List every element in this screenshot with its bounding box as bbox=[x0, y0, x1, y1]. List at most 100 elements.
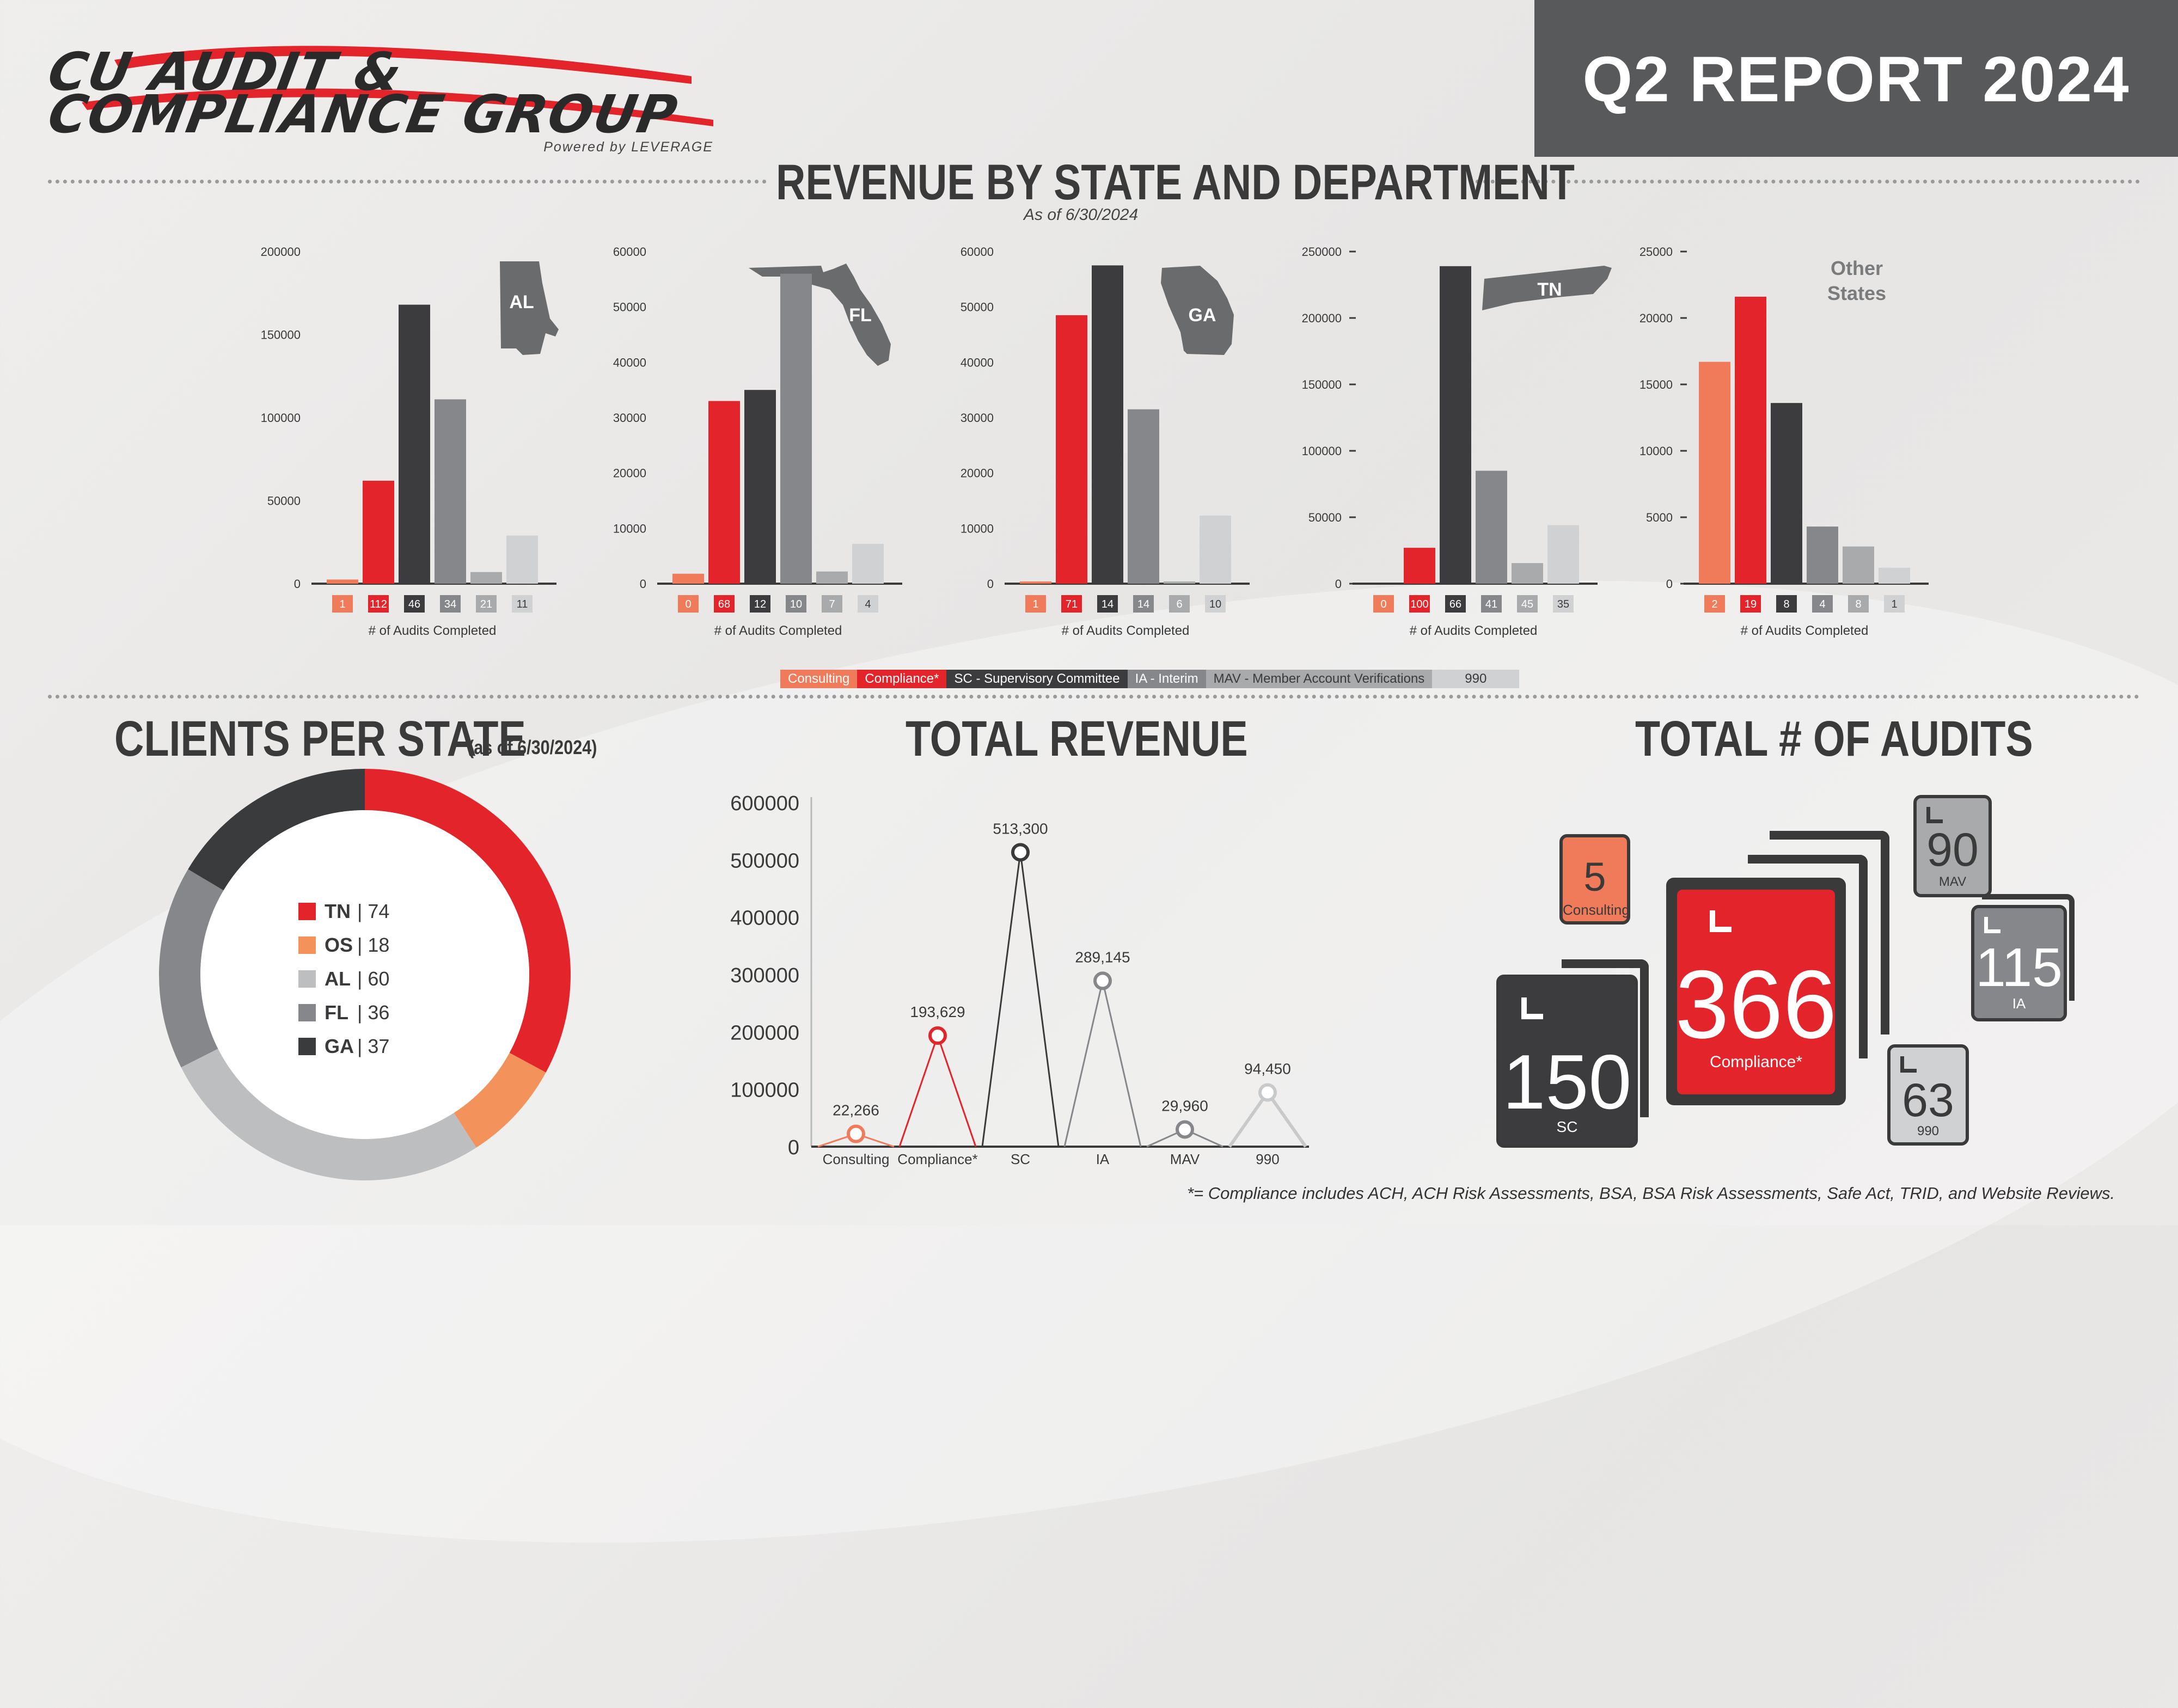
compliance-audits-value: 366 bbox=[1675, 950, 1837, 1058]
y-tick-label: 40000 bbox=[960, 356, 994, 369]
audit-count-box bbox=[1812, 595, 1833, 613]
audit-count-box bbox=[1169, 595, 1190, 613]
y-tick-label: 150000 bbox=[261, 328, 301, 342]
doc-corner-icon bbox=[1926, 807, 1943, 823]
bar-compliance bbox=[1056, 315, 1087, 584]
revenue-section-subtitle: As of 6/30/2024 bbox=[1024, 206, 1139, 224]
donut-slice-ga bbox=[188, 769, 365, 891]
total-revenue-title: TOTAL REVENUE bbox=[906, 711, 1248, 767]
legend-state-count: | 36 bbox=[357, 1001, 390, 1024]
state-map-shape bbox=[1482, 266, 1612, 310]
legend-item-ia: IA - Interim bbox=[1127, 670, 1206, 688]
donut-hole bbox=[200, 810, 529, 1139]
bar-compliance bbox=[1404, 548, 1435, 584]
audit-count-box bbox=[1776, 595, 1797, 613]
audit-count-box bbox=[476, 595, 497, 613]
audit-count-label: 4 bbox=[865, 598, 871, 610]
revenue-data-label: 193,629 bbox=[910, 1003, 965, 1020]
audit-count-label: 14 bbox=[1137, 598, 1149, 610]
legend-swatch bbox=[298, 970, 316, 988]
y-tick-label: 200000 bbox=[1302, 311, 1342, 325]
revenue-peak-sc bbox=[981, 852, 1060, 1147]
legend-item-sc: SC - Supervisory Committee bbox=[946, 670, 1128, 688]
bar-compliance bbox=[1735, 296, 1766, 584]
revenue-data-label: 22,266 bbox=[833, 1102, 879, 1119]
audit-count-label: 12 bbox=[754, 598, 766, 610]
y-tick-label: 30000 bbox=[960, 411, 994, 425]
sc-stack-line bbox=[1562, 959, 1649, 1117]
legend-state-name: TN bbox=[325, 900, 351, 922]
audit-count-box bbox=[1884, 595, 1905, 613]
x-tick-label: 990 bbox=[1256, 1151, 1279, 1167]
audit-count-box bbox=[858, 595, 878, 613]
revenue-peak-ia bbox=[1063, 981, 1142, 1147]
state-chart-2: FL 0 10000 20000 30000 40000 50000 60000 0 68 12 10… bbox=[613, 245, 902, 638]
audit-count-label: 10 bbox=[790, 598, 802, 610]
audit-count-box bbox=[1704, 595, 1725, 613]
audit-count-box bbox=[1553, 595, 1574, 613]
bar-consulting bbox=[672, 573, 704, 584]
state-map-label: FL bbox=[849, 305, 872, 326]
x-axis-label: # of Audits Completed bbox=[369, 623, 497, 638]
clients-section-subtitle: (as of 6/30/2024) bbox=[468, 736, 597, 758]
state-map-shape bbox=[1161, 266, 1234, 355]
compliance-audits-card: 366 Compliance* bbox=[1666, 878, 1846, 1105]
audit-count-box bbox=[1481, 595, 1502, 613]
state-map-label: TN bbox=[1537, 279, 1562, 300]
audit-count-label: 6 bbox=[1176, 598, 1182, 610]
logo-swoosh bbox=[82, 46, 713, 126]
audit-count-label: 46 bbox=[408, 598, 420, 610]
y-tick-label: 150000 bbox=[1302, 378, 1342, 391]
doc-corner-icon bbox=[1710, 910, 1732, 932]
y-tick-label: 50000 bbox=[1308, 511, 1342, 524]
bar-compliance bbox=[363, 480, 394, 584]
legend-item-mav: MAV - Member Account Verifications bbox=[1206, 670, 1433, 688]
audit-count-label: 8 bbox=[1855, 598, 1861, 610]
revenue-point-compliance bbox=[928, 1026, 947, 1045]
x-tick-label: MAV bbox=[1170, 1151, 1200, 1167]
sc-audits-card: 150 SC bbox=[1496, 975, 1638, 1148]
audit-count-box bbox=[1740, 595, 1761, 613]
total-audits-title: TOTAL # OF AUDITS bbox=[1635, 711, 2033, 767]
doc-corner-icon bbox=[1900, 1056, 1917, 1073]
clients-donut-chart bbox=[159, 769, 571, 1180]
y-tick-label: 20000 bbox=[1639, 311, 1673, 325]
mav-audits-card: 90 MAV bbox=[1913, 795, 1992, 897]
bar-compliance bbox=[708, 401, 740, 584]
revenue-point-mav bbox=[1176, 1120, 1194, 1139]
audit-count-box bbox=[678, 595, 699, 613]
compliance-stack-line bbox=[1770, 831, 1889, 1034]
y-tick-label: 0 bbox=[987, 577, 994, 591]
doc-corner-icon bbox=[1984, 917, 2000, 933]
state-map-label: GA bbox=[1189, 305, 1216, 326]
compliance-stack-line bbox=[1748, 855, 1868, 1058]
audit-count-label: 100 bbox=[1410, 598, 1428, 610]
sc-audits-label: SC bbox=[1556, 1118, 1578, 1135]
state-chart-title: Other bbox=[1831, 257, 1883, 279]
bar-sc bbox=[1771, 403, 1802, 584]
logo-powered-by: Powered by LEVERAGE bbox=[543, 139, 713, 155]
audit-count-box bbox=[714, 595, 735, 613]
audit-count-label: 19 bbox=[1745, 598, 1757, 610]
y-tick-label: 60000 bbox=[960, 245, 994, 259]
bar-ia bbox=[780, 273, 812, 584]
audit-count-box bbox=[1133, 595, 1154, 613]
audit-count-label: 4 bbox=[1819, 598, 1825, 610]
donut-legend-item-tn: TN | 74 bbox=[298, 895, 389, 928]
audit-count-box bbox=[1061, 595, 1082, 613]
bar-sc bbox=[1440, 266, 1471, 584]
audit-count-box bbox=[750, 595, 770, 613]
donut-slice-al bbox=[181, 1049, 476, 1180]
donut-slice-os bbox=[454, 1052, 546, 1148]
state-map-shape bbox=[749, 264, 891, 366]
y-tick-label: 60000 bbox=[613, 245, 646, 259]
legend-state-name: OS bbox=[325, 934, 353, 956]
legend-state-count: | 37 bbox=[357, 1035, 390, 1057]
legend-item-n990: 990 bbox=[1432, 670, 1520, 688]
legend-state-name: GA bbox=[325, 1035, 354, 1057]
donut-slice-fl bbox=[159, 869, 224, 1068]
audit-count-label: 41 bbox=[1485, 598, 1497, 610]
y-tick-label: 50000 bbox=[613, 301, 646, 314]
audit-count-label: 0 bbox=[1380, 598, 1386, 610]
total-revenue-chart: 0 100000 200000 300000 400000 500000 600000 22,… bbox=[730, 792, 1309, 1167]
